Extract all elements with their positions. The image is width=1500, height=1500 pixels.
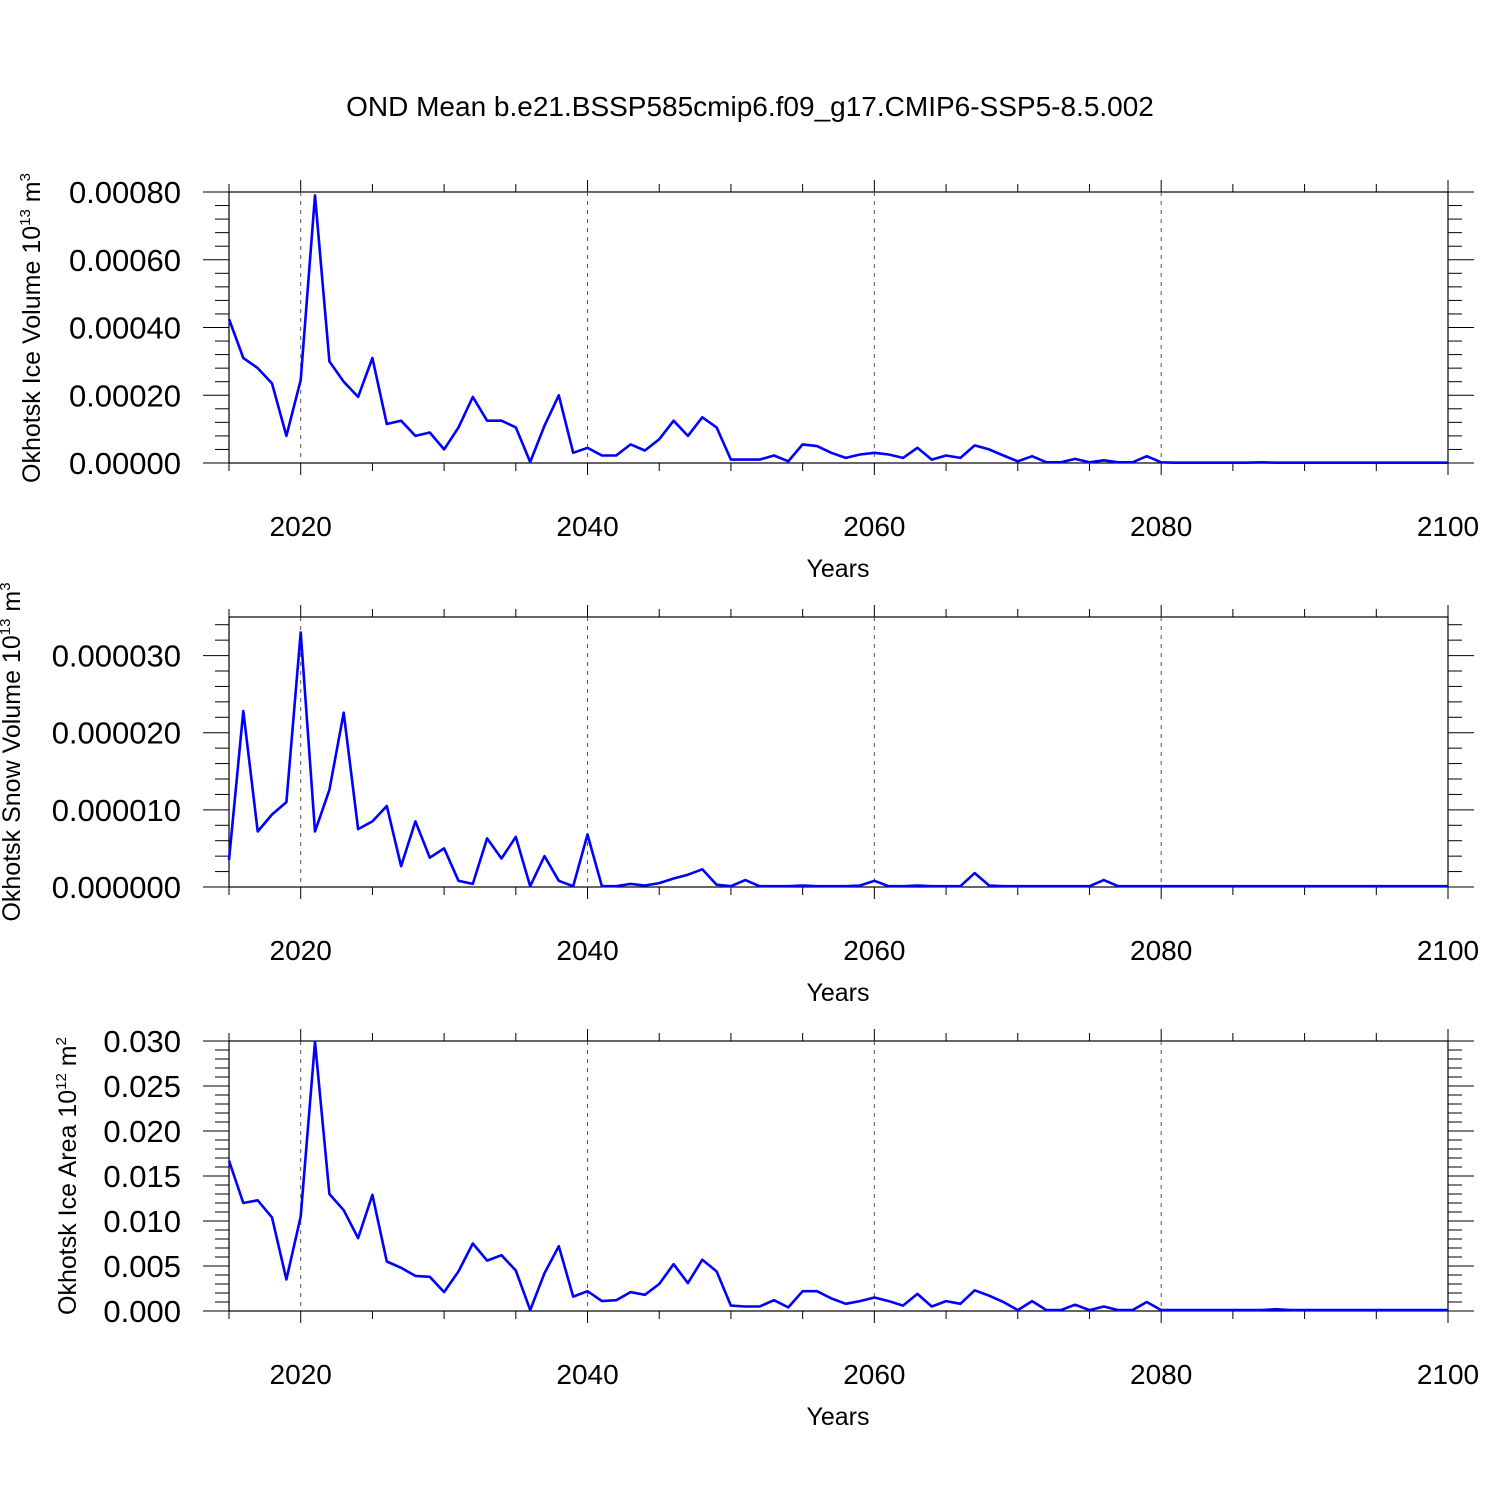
- y-tick-label: 0.005: [103, 1249, 181, 1284]
- series-line-ice-area: [227, 1040, 1448, 1312]
- x-tick-label: 2040: [556, 1359, 618, 1390]
- y-tick-label: 0.00020: [69, 378, 181, 413]
- y-tick-label: 0.015: [103, 1159, 181, 1194]
- x-tick-label: 2040: [556, 935, 618, 966]
- panel-snow-volume: 2020 2040 2060 2080 2100 Years 0.000000 0.00001…: [0, 582, 1479, 1007]
- x-axis-label: Years: [806, 555, 869, 583]
- series-line-snow-volume: [227, 631, 1448, 888]
- x-tick-label: 2060: [843, 935, 905, 966]
- y-tick-label: 0.020: [103, 1114, 181, 1149]
- series-line-ice-volume: [227, 194, 1448, 465]
- x-tick-label: 2080: [1130, 935, 1192, 966]
- y-tick-label: 0.00000: [69, 446, 181, 481]
- x-tick-label: 2060: [843, 1359, 905, 1390]
- plot-frame: [228, 191, 1449, 464]
- x-axis-label: Years: [806, 979, 869, 1007]
- y-tick-label: 0.030: [103, 1024, 181, 1059]
- panel-ice-area: 2020 2040 2060 2080 2100 Years 0.000 0.005 0.010…: [53, 1024, 1479, 1431]
- x-tick-label: 2080: [1130, 1359, 1192, 1390]
- x-tick-label: 2100: [1417, 935, 1479, 966]
- y-axis-label: Okhotsk Snow Volume 1013 m3: [0, 582, 26, 921]
- plot-frame: [228, 1040, 1449, 1312]
- x-tick-label: 2060: [843, 511, 905, 542]
- x-tick-label: 2040: [556, 511, 618, 542]
- y-axis-label: Okhotsk Ice Volume 1013 m3: [17, 173, 46, 483]
- y-tick-label: 0.010: [103, 1204, 181, 1239]
- panels: 2020 2040 2060 2080 2100 Years 0.00000 0.00020 0…: [0, 173, 1479, 1431]
- y-tick-label: 0.025: [103, 1069, 181, 1104]
- y-tick-label: 0.000020: [52, 716, 181, 751]
- x-tick-label: 2020: [270, 511, 332, 542]
- y-axis-label: Okhotsk Ice Area 1012 m2: [53, 1037, 82, 1315]
- x-axis-label: Years: [806, 1403, 869, 1431]
- x-tick-label: 2100: [1417, 511, 1479, 542]
- y-tick-label: 0.000: [103, 1294, 181, 1329]
- x-tick-label: 2020: [270, 1359, 332, 1390]
- y-tick-label: 0.00040: [69, 311, 181, 346]
- x-tick-label: 2100: [1417, 1359, 1479, 1390]
- y-tick-label: 0.00080: [69, 175, 181, 210]
- y-tick-label: 0.000010: [52, 793, 181, 828]
- y-tick-label: 0.000030: [52, 639, 181, 674]
- figure-title: OND Mean b.e21.BSSP585cmip6.f09_g17.CMIP…: [346, 91, 1154, 122]
- x-tick-label: 2020: [270, 935, 332, 966]
- y-tick-label: 0.000000: [52, 870, 181, 905]
- x-tick-label: 2080: [1130, 511, 1192, 542]
- plot-frame: [228, 616, 1449, 888]
- y-tick-label: 0.00060: [69, 243, 181, 278]
- panel-ice-volume: 2020 2040 2060 2080 2100 Years 0.00000 0.00020 0…: [17, 173, 1479, 583]
